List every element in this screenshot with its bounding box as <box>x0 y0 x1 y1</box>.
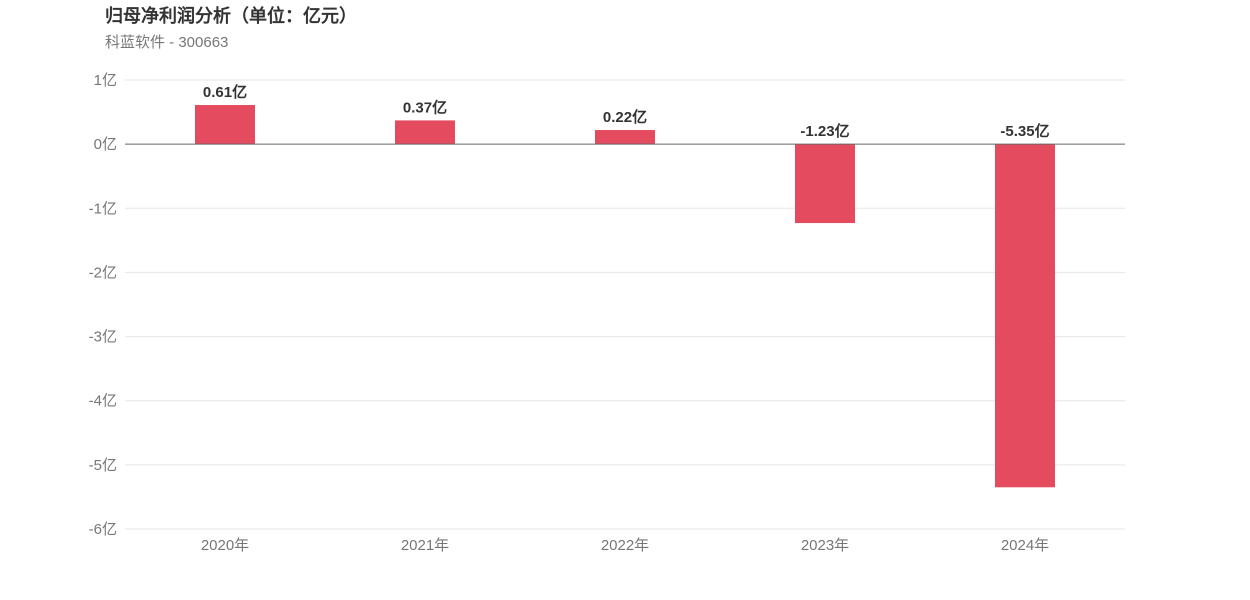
x-tick-label: 2023年 <box>801 537 849 554</box>
bar-2023年 <box>795 144 855 224</box>
y-tick-label: -5亿 <box>89 457 117 474</box>
data-label: -1.23亿 <box>800 122 849 140</box>
y-tick-label: -1亿 <box>89 200 117 217</box>
y-tick-label: 1亿 <box>94 72 117 89</box>
grid-layer <box>125 79 1125 530</box>
data-labels: 0.61亿 0.37亿 0.22亿 -1.23亿 -5.35亿 <box>203 83 1050 140</box>
bar-2024年 <box>995 144 1055 488</box>
data-label: 0.37亿 <box>403 98 447 116</box>
chart-subtitle: 科蓝软件 - 300663 <box>105 34 229 51</box>
x-axis: 2020年 2021年 2022年 2023年 2024年 <box>201 537 1049 554</box>
y-tick-label: -4亿 <box>89 393 117 410</box>
bars <box>195 105 1055 488</box>
bar-2022年 <box>595 130 655 145</box>
bar-2020年 <box>195 105 255 145</box>
bar-2021年 <box>395 120 455 145</box>
y-axis: 1亿 0亿 -1亿 -2亿 -3亿 -4亿 -5亿 -6亿 <box>89 72 117 538</box>
y-tick-label: -6亿 <box>89 521 117 538</box>
data-label: 0.61亿 <box>203 83 247 101</box>
y-tick-label: 0亿 <box>94 136 117 153</box>
x-tick-label: 2024年 <box>1001 537 1049 554</box>
x-tick-label: 2020年 <box>201 537 249 554</box>
y-tick-label: -3亿 <box>89 329 117 346</box>
chart-title: 归母净利润分析（单位：亿元） <box>105 6 357 26</box>
data-label: 0.22亿 <box>603 108 647 126</box>
data-label: -5.35亿 <box>1000 122 1049 140</box>
x-tick-label: 2021年 <box>401 537 449 554</box>
y-tick-label: -2亿 <box>89 264 117 281</box>
x-tick-label: 2022年 <box>601 537 649 554</box>
